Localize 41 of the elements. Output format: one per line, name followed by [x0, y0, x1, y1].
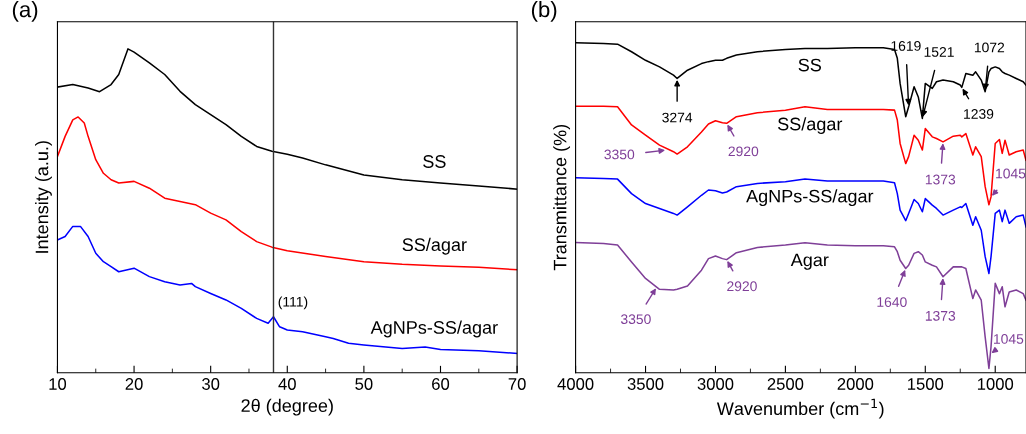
chart-title: (b)	[531, 0, 557, 22]
annotation: 1619	[891, 41, 921, 51]
annotation: 3350	[620, 314, 651, 325]
annotation: (111)	[278, 296, 308, 310]
series-label: SS	[798, 58, 822, 72]
y-axis-title: Intensity (a.u.)	[35, 141, 52, 253]
x-tick-label: 2500	[767, 378, 804, 390]
annotation: 2920	[728, 146, 759, 157]
x-tick-label: 1500	[908, 378, 944, 390]
annotation: 1521	[924, 47, 954, 57]
series-label: AgNPs-SS/agar	[370, 320, 498, 338]
annotation: 1373	[925, 174, 956, 185]
x-tick-label: 70	[508, 378, 526, 390]
annotation: 1239	[964, 109, 994, 119]
annotation: 1072	[974, 42, 1005, 53]
series-label: SS/agar	[778, 117, 843, 134]
x-tick-label: 3500	[627, 378, 664, 390]
annotation: 1373	[925, 310, 956, 321]
annotation: 1640	[877, 297, 907, 307]
x-tick-label: 2000	[837, 378, 874, 390]
y-axis-title: Transmittance (%)	[553, 124, 571, 271]
x-tick-label: 50	[355, 378, 373, 390]
x-tick-label: 10	[49, 378, 67, 390]
series-label: SS/agar	[402, 237, 467, 255]
annotation: 3274	[662, 112, 693, 123]
chart-title: (a)	[12, 0, 38, 22]
x-tick-label: 4000	[557, 378, 594, 390]
x-tick-label: 3000	[697, 378, 734, 390]
series-label: Agar	[790, 253, 829, 270]
series-label: AgNPs-SS/agar	[746, 189, 874, 207]
annotation: 2920	[727, 281, 757, 292]
x-tick-label: 1000	[977, 378, 1014, 390]
x-axis-title: Wavenumber (cm$^{−1}$)	[716, 398, 884, 419]
x-tick-label: 20	[125, 378, 143, 390]
annotation: 1045	[994, 334, 1024, 344]
x-tick-label: 60	[432, 378, 450, 390]
x-axis-title: 2θ (degree)	[241, 398, 333, 416]
series-label: SS	[423, 155, 446, 168]
x-tick-label: 30	[202, 378, 220, 390]
annotation: 3350	[604, 149, 635, 160]
x-tick-label: 40	[278, 378, 296, 390]
